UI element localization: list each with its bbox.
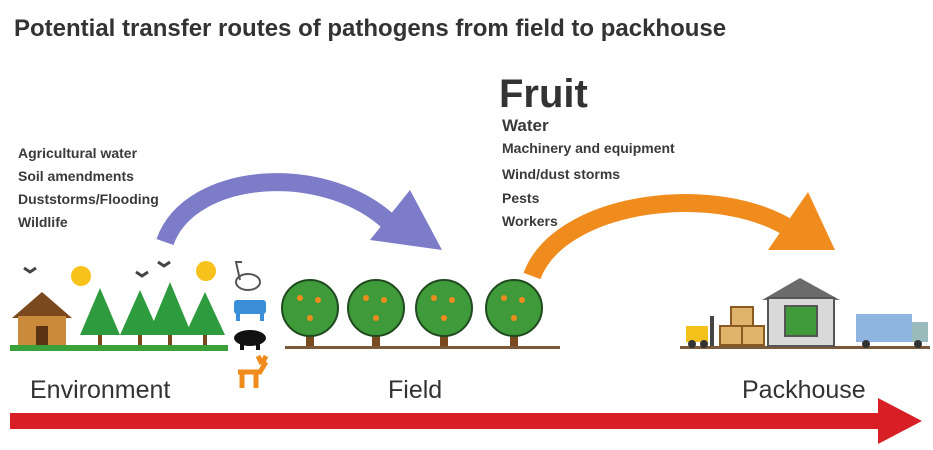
trees-part xyxy=(148,282,192,335)
fruit-source: Pests xyxy=(502,190,540,206)
truck xyxy=(856,314,928,348)
birds-part xyxy=(157,260,171,268)
crates-part xyxy=(730,306,754,327)
packhouse-building-part xyxy=(762,278,840,300)
animals-part xyxy=(240,344,244,350)
trees-part xyxy=(203,335,207,345)
fruit-heading: Fruit xyxy=(499,72,588,116)
environment-source: Soil amendments xyxy=(18,168,134,184)
trees-part xyxy=(138,335,142,345)
packhouse-building-part xyxy=(784,305,818,337)
orchard-part xyxy=(347,279,405,337)
orchard-part-part xyxy=(373,315,379,321)
animals-part xyxy=(235,273,261,291)
blue-arrow-part xyxy=(156,173,402,246)
cabin-part xyxy=(36,326,48,345)
stage-label: Environment xyxy=(30,376,170,404)
forklift xyxy=(686,316,714,348)
animals-part xyxy=(256,344,260,350)
animals-part xyxy=(234,330,266,346)
animals-part xyxy=(236,313,240,321)
truck-part xyxy=(856,314,912,342)
sun xyxy=(196,261,216,281)
trees xyxy=(80,282,225,345)
trees-part xyxy=(185,292,225,335)
animals-part xyxy=(234,261,242,281)
truck-part xyxy=(912,322,928,342)
cabin xyxy=(12,292,72,345)
orchard-part-part xyxy=(501,295,507,301)
stage-label: Field xyxy=(388,376,442,404)
timeline-arrow-part xyxy=(878,398,922,444)
orange-arrow xyxy=(523,192,835,280)
orange-arrow-part xyxy=(768,192,835,250)
trees-part xyxy=(120,290,160,335)
orchard-part-part xyxy=(511,315,517,321)
animals-part xyxy=(238,354,269,388)
forklift-part xyxy=(686,326,708,342)
timeline-arrow-part xyxy=(10,413,886,429)
orchard-part-part xyxy=(381,297,387,303)
environment-source: Duststorms/Flooding xyxy=(18,191,159,207)
animals xyxy=(234,261,269,388)
orchard-part xyxy=(415,279,473,337)
birds-part xyxy=(135,270,149,278)
orchard-part xyxy=(297,295,525,321)
orchard-part xyxy=(485,279,543,337)
orchard-part-part xyxy=(449,297,455,303)
animals-part xyxy=(260,313,264,321)
timeline-arrow xyxy=(10,398,922,444)
forklift-part xyxy=(710,316,714,346)
forklift-part xyxy=(688,340,696,348)
environment-source: Agricultural water xyxy=(18,145,138,161)
orchard-part-part xyxy=(363,295,369,301)
crates-part xyxy=(719,325,743,346)
trees-part xyxy=(98,335,102,345)
fruit-source: Workers xyxy=(502,213,558,229)
fruit-source: Water xyxy=(502,116,549,135)
orchard-part xyxy=(281,279,339,337)
title: Potential transfer routes of pathogens f… xyxy=(14,15,726,42)
crates xyxy=(719,306,765,346)
environment-source: Wildlife xyxy=(18,214,68,230)
trees-part xyxy=(168,335,172,345)
orchard-part-part xyxy=(519,297,525,303)
truck-part xyxy=(914,340,922,348)
truck-part xyxy=(862,340,870,348)
trees-part xyxy=(80,288,120,335)
birds xyxy=(23,260,171,278)
orchard-part-part xyxy=(315,297,321,303)
orchard xyxy=(281,279,543,346)
orchard-part-part xyxy=(431,295,437,301)
crates-part xyxy=(741,325,765,346)
ground xyxy=(680,346,930,349)
blue-arrow xyxy=(156,173,442,250)
blue-arrow-part xyxy=(370,190,442,250)
birds-part xyxy=(23,266,37,274)
cabin-part xyxy=(12,292,72,318)
orange-arrow-part xyxy=(523,194,801,280)
forklift-part xyxy=(700,340,708,348)
animals-part xyxy=(234,300,266,314)
sun xyxy=(71,266,91,286)
orchard-part-part xyxy=(297,295,303,301)
packhouse-building xyxy=(762,278,840,347)
orchard-part-part xyxy=(441,315,447,321)
fruit-source: Wind/dust storms xyxy=(502,166,620,182)
stage-label: Packhouse xyxy=(742,376,866,404)
orchard-part-part xyxy=(307,315,313,321)
fruit-source: Machinery and equipment xyxy=(502,140,675,156)
ground xyxy=(285,346,560,349)
ground xyxy=(10,345,228,351)
